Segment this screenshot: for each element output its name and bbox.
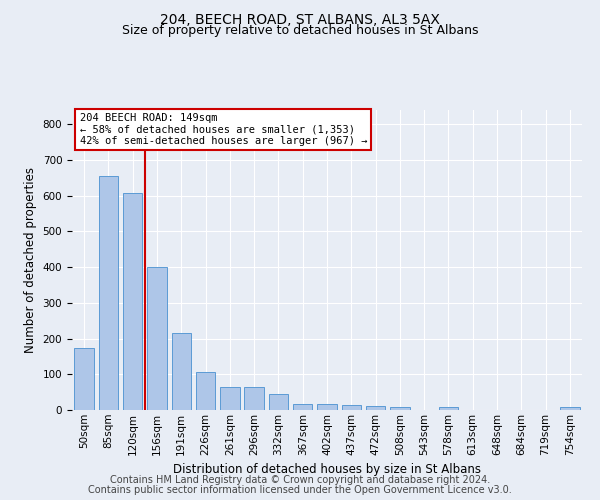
- Text: Contains public sector information licensed under the Open Government Licence v3: Contains public sector information licen…: [88, 485, 512, 495]
- Bar: [220, 387, 239, 410]
- Bar: [390, 407, 410, 410]
- Bar: [123, 193, 142, 410]
- Y-axis label: Number of detached properties: Number of detached properties: [24, 167, 37, 353]
- Bar: [560, 407, 580, 410]
- Bar: [244, 387, 264, 410]
- Bar: [196, 372, 215, 410]
- Bar: [293, 404, 313, 410]
- Bar: [269, 394, 288, 410]
- Bar: [341, 404, 361, 410]
- Bar: [317, 404, 337, 410]
- Bar: [99, 176, 118, 410]
- Bar: [74, 348, 94, 410]
- Bar: [439, 407, 458, 410]
- Bar: [172, 333, 191, 410]
- Text: 204, BEECH ROAD, ST ALBANS, AL3 5AX: 204, BEECH ROAD, ST ALBANS, AL3 5AX: [160, 12, 440, 26]
- Bar: [366, 406, 385, 410]
- Text: Size of property relative to detached houses in St Albans: Size of property relative to detached ho…: [122, 24, 478, 37]
- Text: Contains HM Land Registry data © Crown copyright and database right 2024.: Contains HM Land Registry data © Crown c…: [110, 475, 490, 485]
- X-axis label: Distribution of detached houses by size in St Albans: Distribution of detached houses by size …: [173, 463, 481, 476]
- Bar: [147, 267, 167, 410]
- Text: 204 BEECH ROAD: 149sqm
← 58% of detached houses are smaller (1,353)
42% of semi-: 204 BEECH ROAD: 149sqm ← 58% of detached…: [80, 113, 367, 146]
